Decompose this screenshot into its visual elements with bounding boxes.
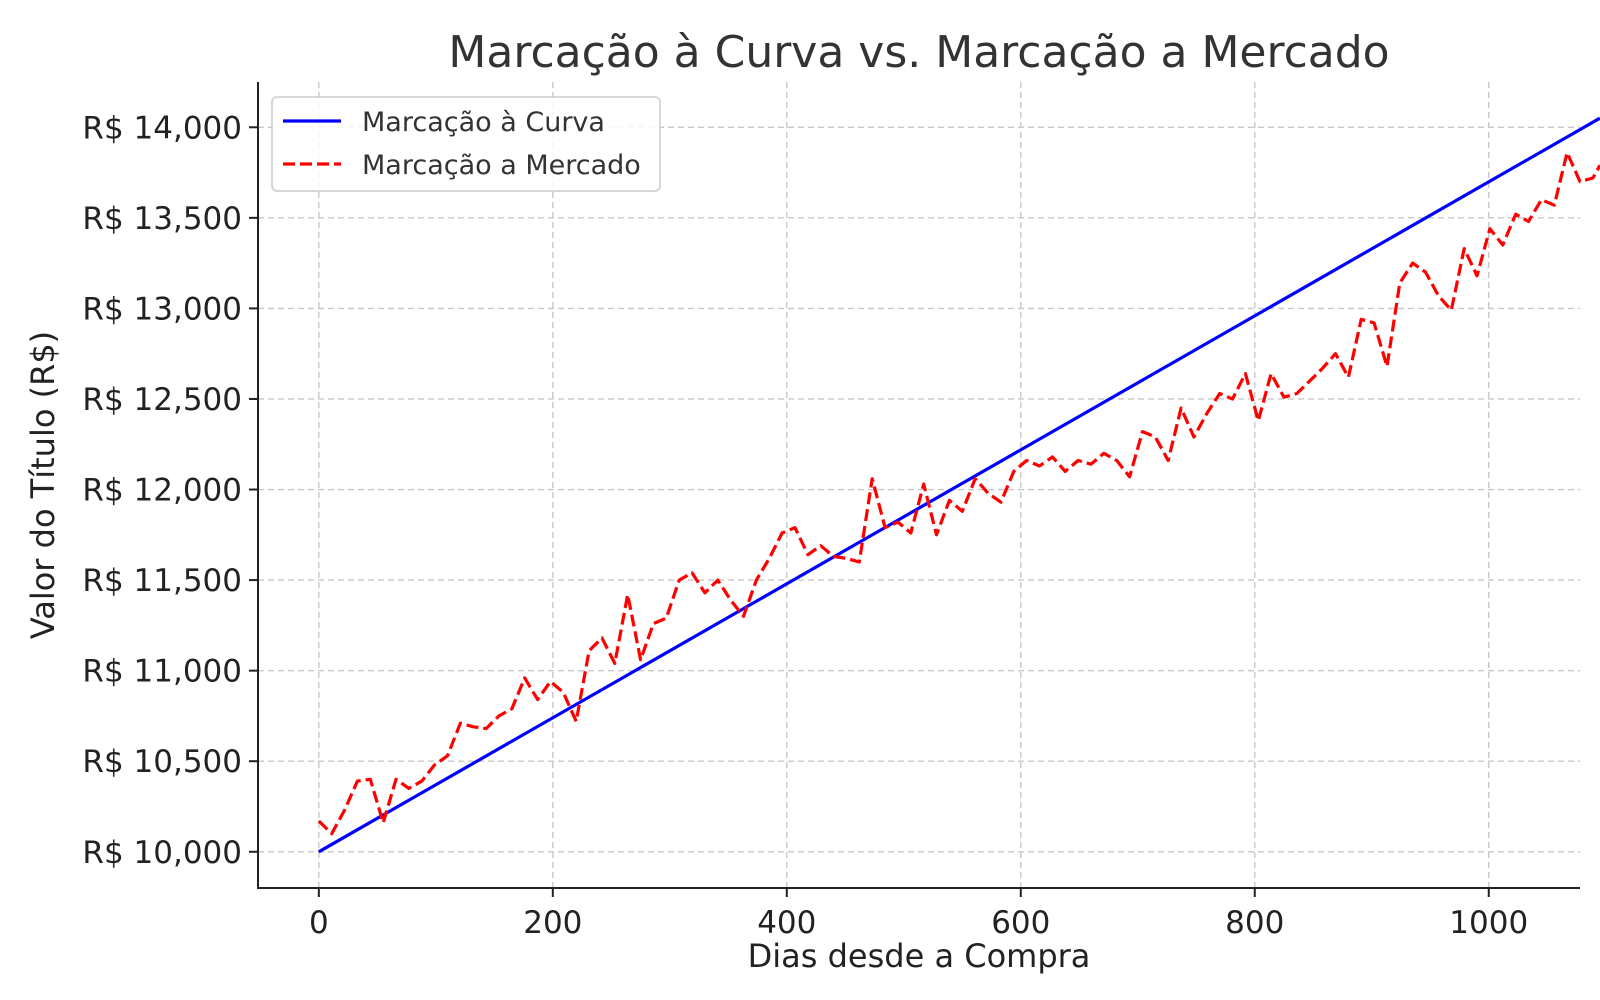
chart-title: Marcação à Curva vs. Marcação a Mercado: [448, 27, 1389, 78]
y-axis-label: Valor do Título (R$): [24, 331, 62, 639]
y-tick-label: R$ 11,000: [82, 654, 242, 690]
x-tick-label: 1000: [1449, 905, 1528, 941]
y-tick-label: R$ 12,500: [82, 382, 242, 418]
x-tick-label: 0: [309, 905, 329, 941]
y-tick-label: R$ 10,500: [82, 744, 242, 780]
y-tick-label: R$ 13,500: [82, 201, 242, 237]
y-tick-label: R$ 11,500: [82, 563, 242, 599]
series-line-marcacao-a-curva: [318, 116, 1600, 854]
y-tick-label: R$ 14,000: [82, 110, 242, 146]
axes: [257, 82, 1580, 889]
series-line-marcacao-a-mercado: [317, 151, 1600, 836]
x-tick-label: 200: [523, 905, 582, 941]
legend: Marcação à Curva Marcação a Mercado: [271, 96, 661, 192]
legend-label-marcacao-a-curva: Marcação à Curva: [362, 107, 605, 138]
ticks: R$ 10,000 R$ 10,500 R$ 11,000 R$ 11,500 R$ 1…: [82, 110, 1528, 941]
legend-box: [271, 96, 661, 192]
y-tick-label: R$ 13,000: [82, 291, 242, 327]
grid: [258, 82, 1580, 888]
y-tick-label: R$ 12,000: [82, 473, 242, 509]
x-tick-label: 600: [991, 905, 1050, 941]
x-axis-label: Dias desde a Compra: [748, 937, 1091, 975]
legend-label-marcacao-a-mercado: Marcação a Mercado: [362, 150, 641, 181]
series-layer: [317, 116, 1600, 854]
x-tick-label: 800: [1225, 905, 1284, 941]
y-tick-label: R$ 10,000: [82, 835, 242, 871]
x-tick-label: 400: [757, 905, 816, 941]
